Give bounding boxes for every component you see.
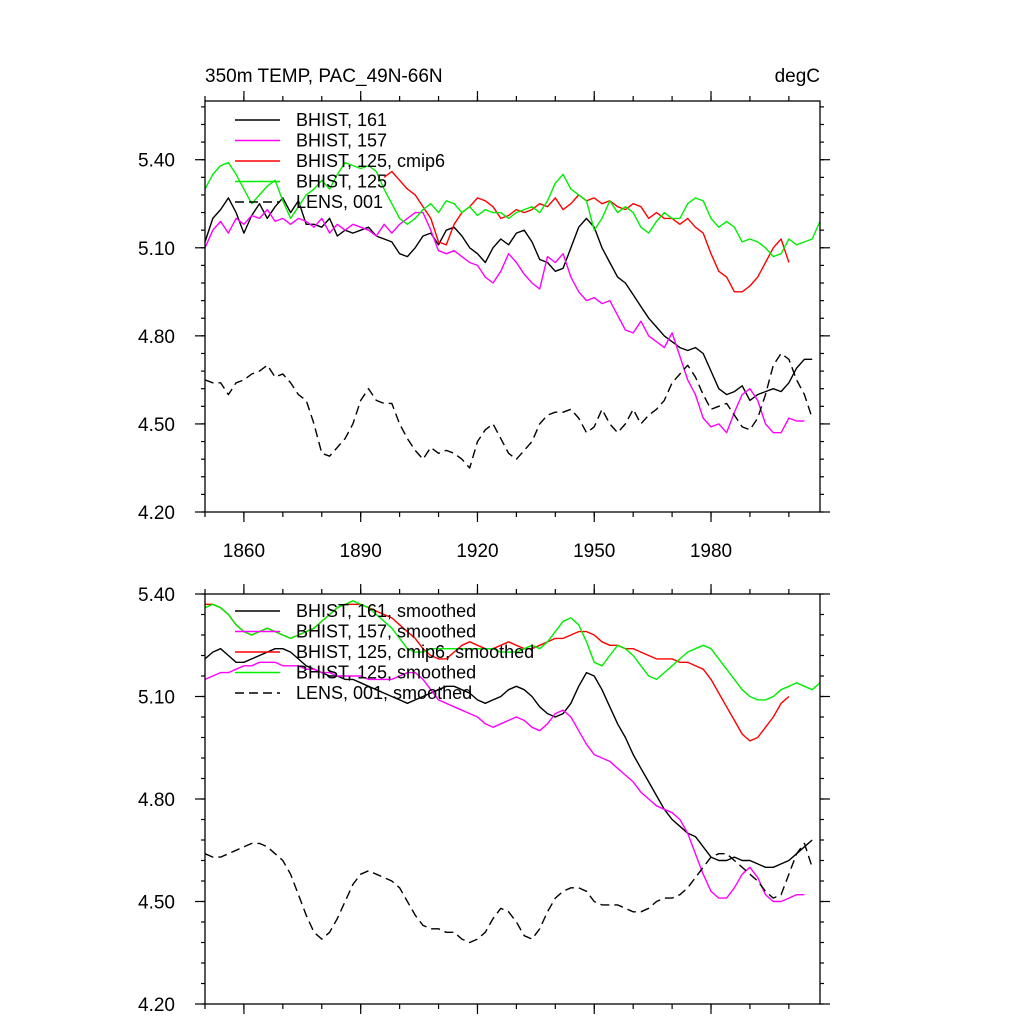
x-tick-label: 1920	[456, 541, 498, 562]
y-tick-label: 5.40	[138, 151, 175, 172]
legend-label-lens-001-smoothed: LENS, 001, smoothed	[296, 683, 472, 703]
series-line-lens-001	[204, 352, 813, 469]
series-line-bhist-125-smoothed	[204, 600, 821, 701]
legend-label-bhist-125-cmip6-smoothed: BHIST, 125, cmip6, smoothed	[296, 642, 534, 662]
y-tick-label: 4.20	[138, 503, 175, 524]
top-ticks: 4.20 4.50 4.80 5.10 5.40 1860 1890 1920 1950 1980	[138, 91, 830, 562]
series-line-bhist-125	[204, 161, 821, 258]
y-tick-label: 4.50	[138, 893, 175, 914]
series-line-bhist-157-smoothed	[204, 661, 805, 903]
y-tick-label: 5.10	[138, 688, 175, 709]
legend-label-bhist-125: BHIST, 125	[296, 172, 387, 192]
bottom-panel: 4.20 4.50 4.80 5.10 5.40 BHIST, 161, smoothe…	[138, 584, 830, 1016]
x-tick-label: 1980	[690, 541, 732, 562]
chart-title: 350m TEMP, PAC_49N-66N	[205, 66, 443, 87]
series-line-bhist-157	[204, 208, 805, 434]
series-line-lens-001-smoothed	[204, 842, 813, 944]
x-tick-label: 1950	[573, 541, 615, 562]
y-tick-label: 5.10	[138, 239, 175, 260]
y-tick-label: 4.80	[138, 327, 175, 348]
y-tick-label: 4.50	[138, 415, 175, 436]
y-tick-label: 4.80	[138, 790, 175, 811]
units-label: degC	[775, 66, 820, 87]
bottom-series-group	[204, 600, 821, 944]
y-tick-label: 4.20	[138, 995, 175, 1016]
top-plot-frame	[204, 100, 821, 513]
top-series-group	[204, 161, 821, 469]
series-line-bhist-161	[204, 197, 813, 402]
legend-label-lens-001: LENS, 001	[296, 192, 383, 212]
legend-label-bhist-161: BHIST, 161	[296, 110, 387, 130]
x-tick-label: 1890	[340, 541, 382, 562]
y-tick-label: 5.40	[138, 585, 175, 606]
legend-label-bhist-161-smoothed: BHIST, 161, smoothed	[296, 601, 476, 621]
legend-label-bhist-157-smoothed: BHIST, 157, smoothed	[296, 622, 476, 642]
x-tick-label: 1860	[223, 541, 265, 562]
legend-label-bhist-125-cmip6: BHIST, 125, cmip6	[296, 151, 445, 171]
bottom-ticks: 4.20 4.50 4.80 5.10 5.40	[138, 584, 830, 1016]
series-line-bhist-125-cmip6-smoothed	[205, 603, 790, 742]
legend-label-bhist-157: BHIST, 157	[296, 131, 387, 151]
legend-label-bhist-125-smoothed: BHIST, 125, smoothed	[296, 663, 476, 683]
top-panel: 350m TEMP, PAC_49N-66N degC 4.20 4.50 4.80…	[138, 66, 830, 562]
